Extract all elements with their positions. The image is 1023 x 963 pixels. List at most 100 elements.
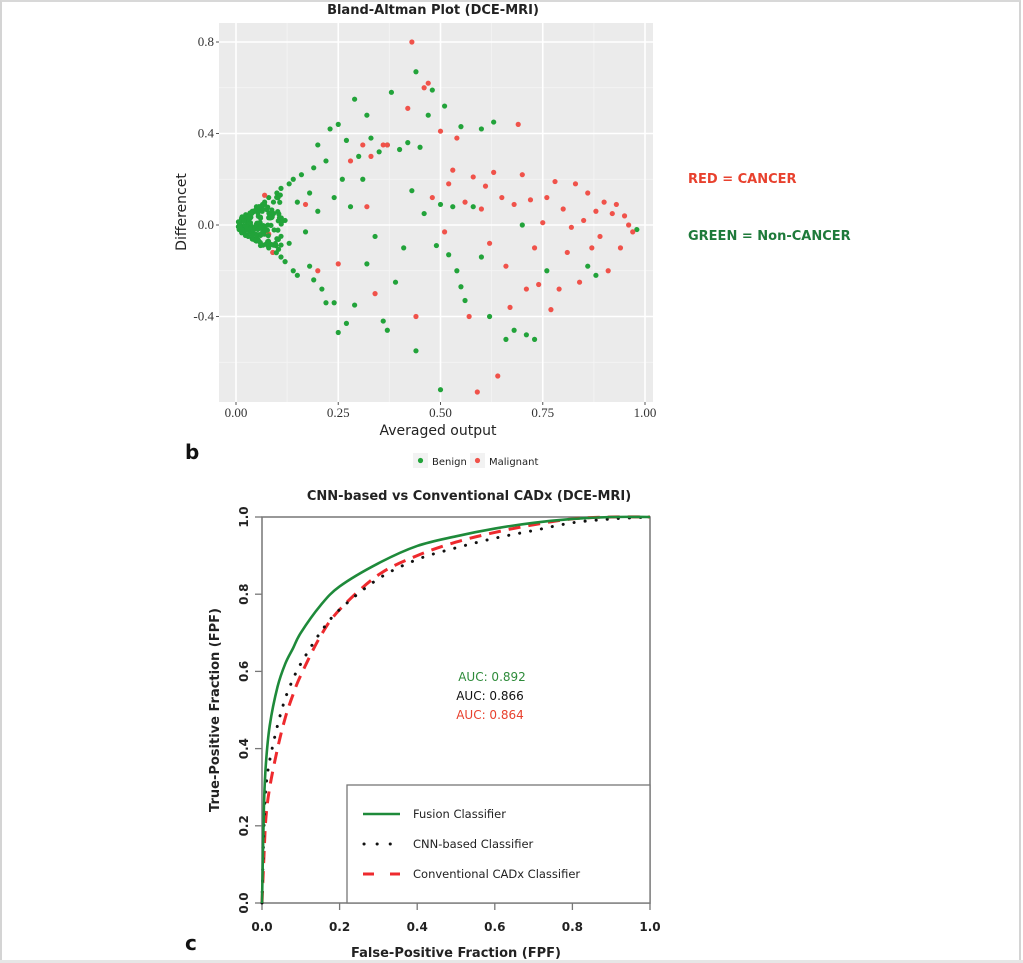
malignant-point [552, 178, 558, 185]
legend-benign-label: Benign [432, 457, 467, 468]
benign-point [273, 250, 279, 256]
benign-point [323, 158, 329, 164]
malignant-point [262, 192, 268, 198]
benign-point [458, 124, 464, 130]
benign-point [634, 226, 640, 233]
malignant-point [609, 210, 615, 217]
x-tick-label: 0.75 [531, 405, 554, 420]
benign-point [433, 242, 440, 249]
benign-point [265, 238, 272, 244]
benign-point [275, 208, 281, 215]
benign-point [262, 227, 268, 233]
benign-point [486, 313, 493, 320]
malignant-point [527, 197, 534, 203]
roc-legend-box [346, 784, 651, 904]
malignant-point [589, 245, 595, 251]
benign-point [239, 227, 245, 233]
x-tick-label: 0.50 [429, 405, 452, 420]
cadx-roc-curve [260, 515, 651, 904]
malignant-point [626, 222, 632, 228]
malignant-point [454, 135, 460, 141]
benign-point [339, 176, 345, 182]
malignant-point [466, 313, 472, 320]
benign-point [437, 387, 444, 393]
benign-point [311, 277, 317, 283]
malignant-point [576, 279, 583, 285]
benign-point [388, 89, 395, 95]
benign-point [286, 240, 292, 246]
benign-point [286, 181, 292, 187]
benign-point [364, 112, 370, 118]
benign-point [478, 254, 484, 260]
x-tick-label: 0.00 [225, 405, 248, 420]
benign-point [462, 297, 468, 304]
malignant-point [564, 249, 570, 256]
benign-point [364, 261, 370, 267]
malignant-point [429, 194, 435, 201]
roc-y-ticks: 0.0 0.2 0.4 0.6 0.8 1.0 [237, 506, 262, 914]
benign-point [249, 232, 256, 238]
roc-y-tick-label: 1.0 [237, 506, 251, 527]
roc-x-tick-label: 0.0 [251, 920, 272, 934]
malignant-point [368, 153, 374, 159]
bland-altman-grid [219, 23, 653, 402]
benign-point [243, 226, 250, 232]
malignant-point [593, 208, 599, 214]
malignant-point [491, 169, 497, 175]
roc-y-tick-label: 0.4 [237, 738, 251, 759]
benign-point [307, 190, 313, 196]
bland-altman-x-label: Averaged output [379, 423, 497, 439]
y-tick-label: 0.0 [198, 217, 214, 232]
legend-cnn-label: CNN-based Classifier [413, 837, 534, 851]
auc-cadx-label: AUC: 0.864 [456, 708, 524, 722]
benign-point [491, 119, 497, 125]
benign-point [252, 237, 259, 244]
malignant-point [556, 286, 562, 292]
malignant-point [540, 220, 546, 226]
benign-point [523, 332, 529, 338]
benign-point [277, 199, 283, 205]
red-cancer-note: RED = CANCER [688, 172, 797, 187]
bland-altman-title: Bland-Altman Plot (DCE-MRI) [327, 3, 539, 18]
roc-y-tick-label: 0.6 [237, 661, 251, 682]
malignant-point [441, 229, 448, 235]
benign-point [294, 199, 300, 205]
benign-point [252, 207, 258, 213]
roc-y-tick-label: 0.0 [237, 892, 251, 913]
benign-point [511, 327, 517, 333]
malignant-point [531, 245, 538, 251]
malignant-point [581, 217, 587, 224]
malignant-point [462, 199, 468, 205]
bland-altman-x-ticks: 0.00 0.25 0.50 0.75 1.00 [225, 402, 656, 420]
roc-x-tick-label: 1.0 [639, 920, 660, 934]
benign-point [356, 153, 362, 159]
benign-point [343, 320, 350, 326]
panel-letter-c: c [185, 931, 197, 955]
benign-point [255, 220, 262, 226]
benign-point [376, 149, 382, 155]
auc-fusion-label: AUC: 0.892 [458, 670, 526, 684]
malignant-point [360, 142, 366, 148]
y-tick-label: -0.4 [193, 309, 214, 324]
malignant-point [437, 128, 444, 134]
benign-point [298, 172, 305, 178]
benign-point [270, 210, 277, 217]
y-tick-label: 0.8 [198, 34, 214, 49]
green-noncancer-note: GREEN = Non-CANCER [688, 229, 851, 244]
legend-benign-marker [417, 457, 424, 464]
y-tick-label: 0.4 [198, 126, 215, 141]
benign-point [294, 272, 300, 278]
roc-title: CNN-based vs Conventional CADx (DCE-MRI) [307, 489, 631, 504]
benign-point [261, 201, 268, 208]
benign-point [257, 214, 264, 220]
benign-point [256, 204, 262, 210]
malignant-point [499, 194, 505, 201]
benign-point [307, 263, 313, 269]
malignant-point [486, 240, 493, 246]
malignant-point [384, 142, 390, 148]
bland-altman-y-label: Differencet [174, 173, 190, 251]
malignant-point [364, 204, 370, 210]
roc-x-label: False-Positive Fraction (FPF) [351, 946, 561, 961]
benign-point [270, 199, 277, 205]
